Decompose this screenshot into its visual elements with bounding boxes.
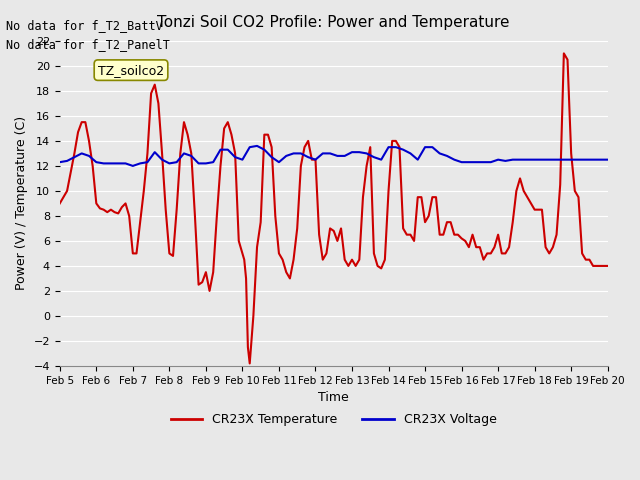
Legend: CR23X Temperature, CR23X Voltage: CR23X Temperature, CR23X Voltage: [166, 408, 502, 431]
Title: Tonzi Soil CO2 Profile: Power and Temperature: Tonzi Soil CO2 Profile: Power and Temper…: [157, 15, 510, 30]
Text: No data for f_T2_PanelT: No data for f_T2_PanelT: [6, 38, 170, 51]
Text: TZ_soilco2: TZ_soilco2: [98, 64, 164, 77]
X-axis label: Time: Time: [318, 391, 349, 404]
Y-axis label: Power (V) / Temperature (C): Power (V) / Temperature (C): [15, 116, 28, 290]
Text: No data for f_T2_BattV: No data for f_T2_BattV: [6, 19, 163, 32]
